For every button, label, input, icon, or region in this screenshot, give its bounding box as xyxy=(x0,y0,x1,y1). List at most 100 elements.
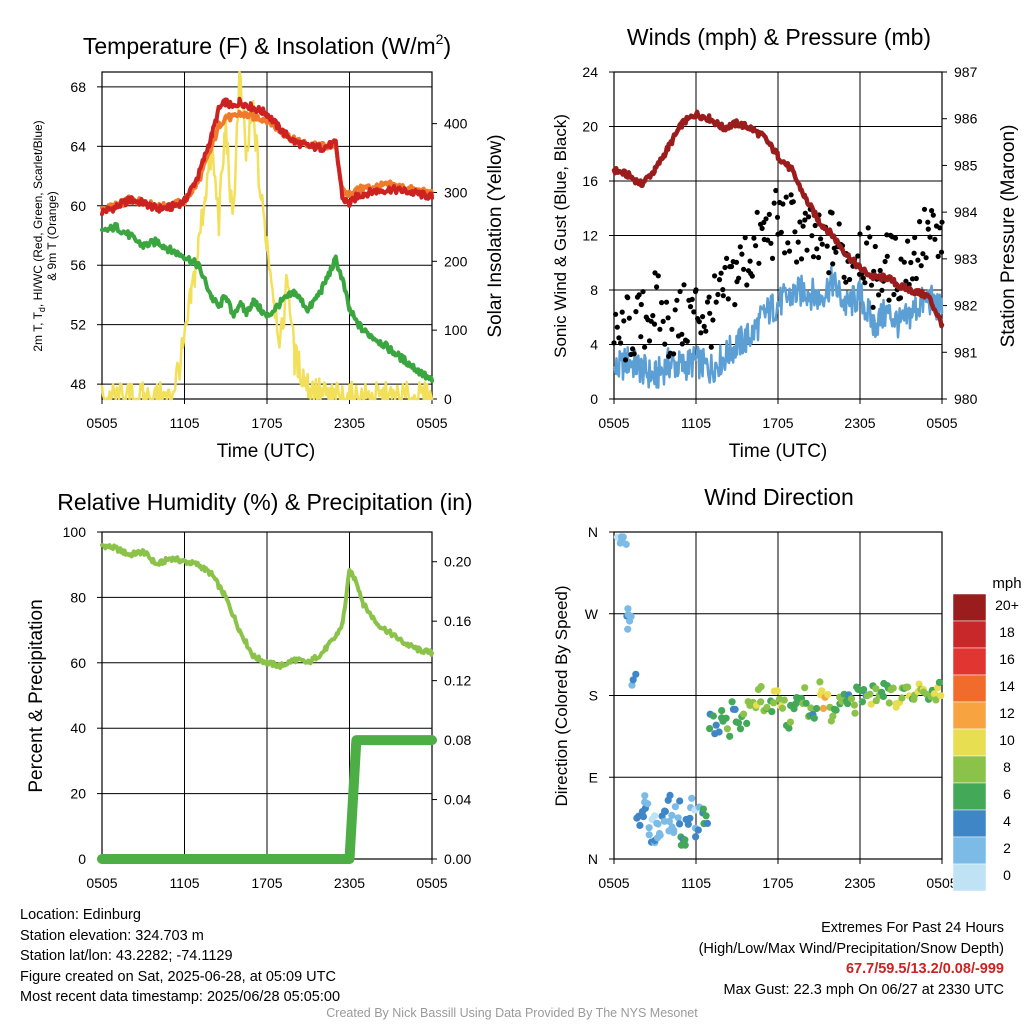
gust-point xyxy=(747,258,753,264)
y2-tick-label: 984 xyxy=(954,204,978,220)
temperature-xlabel: Time (UTC) xyxy=(217,441,316,462)
direction-point xyxy=(632,670,640,678)
colorbar-label: 4 xyxy=(1003,813,1011,829)
colorbar-label: 2 xyxy=(1003,840,1011,856)
gust-point xyxy=(621,318,627,324)
gust-point xyxy=(847,276,853,283)
direction-point xyxy=(832,706,840,714)
direction-point xyxy=(661,807,670,816)
gust-point xyxy=(773,187,779,194)
gust-point xyxy=(925,219,931,225)
direction-point xyxy=(860,686,868,694)
gust-point xyxy=(860,275,866,281)
gust-point xyxy=(829,210,835,216)
gust-point xyxy=(744,282,750,288)
direction-point xyxy=(676,797,684,805)
direction-point xyxy=(703,819,712,828)
gust-point xyxy=(797,219,803,225)
gust-point xyxy=(710,317,716,323)
temperature-ylabel-right: Solar Insolation (Yellow) xyxy=(485,134,506,337)
direction-point xyxy=(847,695,856,703)
gust-point xyxy=(631,351,637,357)
x-tick-label: 0505 xyxy=(86,875,117,891)
colorbar-label: 6 xyxy=(1003,786,1011,802)
direction-point xyxy=(644,800,652,808)
y-tick-label: 64 xyxy=(70,138,86,154)
x-tick-label: 2305 xyxy=(334,875,365,891)
colorbar-label: 18 xyxy=(999,624,1015,640)
gust-point xyxy=(693,287,699,293)
direction-point xyxy=(681,841,689,849)
colorbar-swatch xyxy=(952,782,987,811)
gust-point xyxy=(674,297,680,303)
direction-point xyxy=(668,811,676,820)
direction-point xyxy=(641,792,649,800)
gust-point xyxy=(785,240,791,246)
gust-point xyxy=(782,250,788,256)
gust-point xyxy=(751,235,757,241)
direction-point xyxy=(740,710,748,718)
gust-point xyxy=(646,338,653,344)
gust-point xyxy=(618,340,624,346)
direction-point xyxy=(722,714,730,722)
gust-point xyxy=(925,226,931,232)
y-tick-label: 0 xyxy=(78,851,86,867)
gust-point xyxy=(728,263,735,270)
direction-point xyxy=(674,814,682,822)
gust-point xyxy=(790,199,796,205)
wind-ylabel-right: Station Pressure (Maroon) xyxy=(998,125,1019,348)
direction-point xyxy=(734,719,743,727)
direction-point xyxy=(645,831,653,839)
gust-point xyxy=(810,254,817,260)
gust-point xyxy=(708,344,714,350)
humidity-line xyxy=(100,543,434,670)
temperature-ylabel-left-line2: & 9m T (Orange) xyxy=(45,191,59,281)
direction-point xyxy=(731,705,739,714)
direction-point xyxy=(684,820,692,828)
gust-point xyxy=(921,206,928,212)
direction-point xyxy=(850,701,859,709)
elevation-text: Station elevation: 324.703 m xyxy=(20,927,204,944)
direction-point xyxy=(780,696,788,704)
y-tick-label: N xyxy=(588,851,598,867)
direction-point xyxy=(743,719,751,728)
direction-point xyxy=(654,820,662,828)
gust-point xyxy=(884,253,890,259)
gust-point xyxy=(802,210,808,216)
gust-point xyxy=(614,324,620,330)
gust-point xyxy=(809,233,815,239)
insolation-line xyxy=(100,70,434,401)
colorbar-swatch xyxy=(952,593,987,622)
gust-point xyxy=(704,299,711,305)
gust-point xyxy=(720,293,726,299)
extremes-title: Extremes For Past 24 Hours xyxy=(821,920,1004,936)
x-tick-label: 1705 xyxy=(762,875,793,891)
colorbar-swatch xyxy=(952,755,987,784)
x-tick-label: 1105 xyxy=(169,415,199,431)
direction-point xyxy=(627,612,635,621)
gust-point xyxy=(689,296,695,302)
y-tick-label: 56 xyxy=(70,257,86,273)
gust-point xyxy=(663,299,670,305)
direction-point xyxy=(628,681,636,689)
gust-point xyxy=(938,249,945,255)
gust-point xyxy=(867,234,873,240)
direction-point xyxy=(736,725,745,733)
y2-tick-label: 987 xyxy=(954,64,978,80)
direction-point xyxy=(935,678,944,687)
direction-point xyxy=(694,826,702,834)
gust-point xyxy=(754,209,760,215)
gust-point xyxy=(843,279,849,285)
gust-point xyxy=(932,236,938,242)
x-tick-label: 0505 xyxy=(598,415,629,431)
gust-point xyxy=(701,323,707,329)
y-tick-label: 80 xyxy=(70,589,86,605)
extremes-info: Extremes For Past 24 Hours (High/Low/Max… xyxy=(699,918,1004,1000)
extremes-values: 67.7/59.5/13.2/0.08/-999 xyxy=(845,961,1004,977)
sonic-wind-line xyxy=(612,266,944,389)
y2-tick-label: 0 xyxy=(444,391,452,407)
y2-tick-label: 981 xyxy=(954,344,978,360)
gust-point xyxy=(640,289,646,295)
y-tick-label: 0 xyxy=(590,391,598,407)
y-tick-label: 60 xyxy=(70,655,86,671)
